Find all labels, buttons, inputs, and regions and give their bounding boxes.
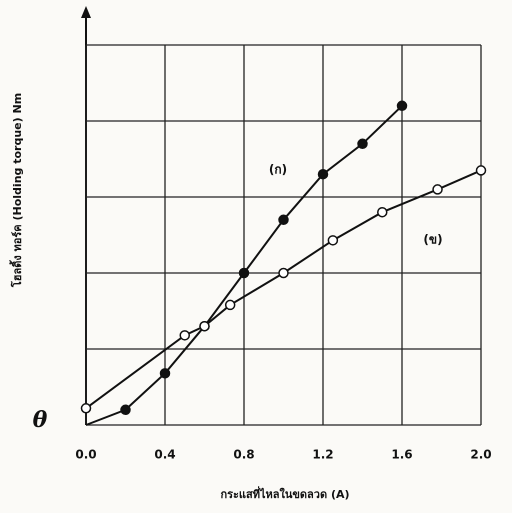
series-label: (ก) [269,163,287,177]
x-tick-label: 2.0 [470,448,491,462]
data-point [120,404,131,416]
x-tick-label: 1.2 [312,448,333,462]
y-axis-label: โฮลดิ้ง ทอร์ค (Holding torque) Nm [9,93,24,288]
data-point [224,299,236,311]
data-point [238,267,250,279]
data-point [317,168,329,180]
data-point [278,214,289,226]
data-point [357,138,368,150]
x-axis-label: กระแสที่ไหลในขดลวด (A) [220,486,349,501]
data-point [432,184,443,195]
data-point [377,206,388,218]
x-tick-label: 0.8 [233,448,254,462]
data-point [327,235,339,246]
x-tick-label: 1.6 [391,448,412,462]
data-point [278,267,289,279]
data-point [199,320,210,332]
y-tick-label: θ [33,407,48,433]
data-point [396,100,408,112]
series-label: (ข) [423,233,442,247]
data-point [159,368,171,379]
series-line [85,169,482,410]
data-point [475,165,487,176]
data-point [179,330,190,341]
x-tick-label: 0.4 [154,448,175,462]
x-tick-label: 0.0 [75,448,96,462]
data-point [80,403,92,414]
y-axis-arrow [81,6,91,18]
